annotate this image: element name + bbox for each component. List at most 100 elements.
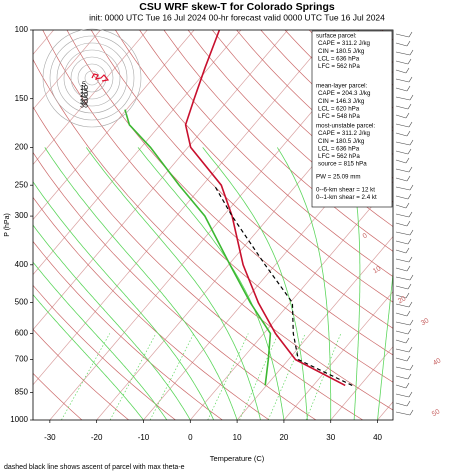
info-line: surface parcel:: [316, 33, 357, 40]
barb-staff: [395, 159, 407, 164]
barb-flag: [405, 112, 410, 119]
y-tick-label: 500: [15, 298, 29, 307]
y-tick-label: 250: [15, 180, 29, 189]
moist-adiabat: [276, 147, 332, 420]
barb-staff: [395, 249, 407, 254]
dry-adiabat: [115, 30, 393, 303]
barb-staff: [395, 357, 408, 362]
y-axis-label: P (hPa): [4, 213, 11, 237]
x-tick-label: 0: [188, 433, 193, 442]
isotherm: [283, 291, 393, 420]
barb-staff: [395, 186, 411, 191]
profile-line: [213, 184, 353, 386]
adiabat-label: 0: [362, 232, 369, 240]
plot-frame: [32, 29, 394, 421]
dry-adiabat: [33, 58, 393, 411]
moist-adiabat: [33, 293, 144, 420]
isotherm: [190, 180, 393, 420]
barb-flag: [405, 337, 410, 344]
x-axis-label: Temperature (C): [210, 454, 265, 463]
mixing-ratio-line: [149, 333, 195, 420]
y-tick-label: 850: [15, 388, 29, 397]
barb-staff: [395, 231, 411, 236]
y-tick-label: 150: [15, 94, 29, 103]
barb-staff: [395, 69, 407, 74]
barb-flag: [405, 292, 410, 299]
barb-flag: [408, 76, 413, 83]
hodograph-trace: [91, 73, 110, 82]
adiabat-label: 40: [432, 357, 442, 367]
barb-staff: [395, 96, 411, 101]
barb-staff: [395, 285, 409, 290]
info-line: LCL = 620 hPa: [318, 105, 360, 112]
info-line: mean-layer parcel:: [316, 83, 368, 90]
profiles: [124, 30, 353, 387]
info-line: CIN = 146.3 J/kg: [318, 98, 365, 105]
isotherm: [33, 30, 148, 165]
barb-staff: [395, 321, 411, 326]
hodograph-ring-label: 15: [80, 88, 88, 95]
barb-staff: [395, 393, 410, 398]
info-line: LFC = 562 hPa: [318, 153, 360, 160]
barb-flag: [409, 229, 414, 236]
profile-line: [184, 30, 346, 387]
x-tick-label: -10: [138, 433, 150, 442]
footnote: dashed black line shows ascent of parcel…: [4, 464, 185, 471]
hodograph-ring: [42, 28, 142, 128]
barb-flag: [409, 184, 414, 191]
hodograph-ring-label: 5: [82, 81, 86, 88]
barb-flag: [406, 310, 411, 317]
barb-flag: [407, 193, 412, 200]
mixing-ratio-line: [267, 333, 306, 420]
isotherm: [33, 30, 195, 221]
barb-flag: [408, 121, 413, 128]
info-line: CAPE = 311.2 J/kg: [318, 130, 371, 137]
isotherm: [33, 30, 288, 331]
barb-staff: [395, 42, 408, 47]
y-tick-label: 100: [15, 25, 29, 34]
y-tick-label: 700: [15, 355, 29, 364]
barb-flag: [407, 103, 412, 110]
barb-staff: [395, 141, 411, 146]
barb-flag: [406, 175, 411, 182]
barb-flag: [409, 139, 414, 146]
moist-adiabat: [202, 147, 308, 420]
moist-adiabat: [44, 147, 238, 420]
barb-flag: [409, 94, 414, 101]
barb-staff: [395, 51, 411, 56]
x-tick-label: 40: [373, 433, 382, 442]
adiabat-label: 20: [397, 295, 407, 305]
hodograph-ring: [63, 49, 121, 107]
info-line: CAPE = 311.2 J/kg: [318, 40, 371, 47]
barb-staff: [395, 402, 408, 407]
y-tick-label: 1000: [10, 415, 28, 424]
hodograph-ring: [56, 42, 128, 114]
barb-staff: [395, 114, 407, 119]
dry-adiabat: [42, 30, 393, 383]
barb-flag: [408, 301, 413, 308]
mixing-ratio-line: [109, 333, 157, 420]
barb-flag: [406, 85, 411, 92]
moist-adiabat: [33, 181, 215, 420]
barb-flag: [407, 58, 412, 65]
dry-adiabat: [66, 30, 393, 356]
mixing-ratio-line: [239, 333, 279, 420]
barb-flag: [409, 319, 414, 326]
isotherm: [33, 30, 242, 276]
info-line: 0--1-km shear = 2.4 kt: [316, 194, 377, 201]
moist-adiabat: [85, 147, 261, 420]
barb-staff: [395, 123, 410, 128]
info-line: 0--6-km shear = 12 kt: [316, 187, 375, 194]
barb-flag: [409, 274, 414, 281]
x-tick-label: -30: [44, 433, 56, 442]
dry-adiabat: [187, 30, 393, 227]
barb-staff: [395, 60, 409, 65]
barb-flag: [407, 238, 412, 245]
dry-adiabat: [33, 106, 363, 420]
y-tick-label: 600: [15, 329, 29, 338]
x-tick-label: -20: [91, 433, 103, 442]
dry-adiabat: [33, 372, 83, 420]
barb-staff: [395, 78, 410, 83]
dry-adiabat: [33, 151, 317, 420]
moist-adiabat: [33, 261, 168, 420]
